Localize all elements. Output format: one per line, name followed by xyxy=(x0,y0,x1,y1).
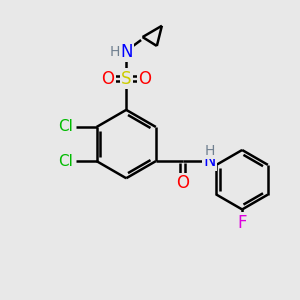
Text: N: N xyxy=(120,43,133,61)
Text: H: H xyxy=(204,144,214,158)
Text: N: N xyxy=(203,152,216,170)
Text: F: F xyxy=(237,214,247,232)
Text: O: O xyxy=(176,174,189,192)
Text: Cl: Cl xyxy=(58,154,73,169)
Text: Cl: Cl xyxy=(58,119,73,134)
Text: O: O xyxy=(138,70,151,88)
Text: S: S xyxy=(121,70,131,88)
Text: H: H xyxy=(110,45,120,59)
Text: O: O xyxy=(101,70,114,88)
